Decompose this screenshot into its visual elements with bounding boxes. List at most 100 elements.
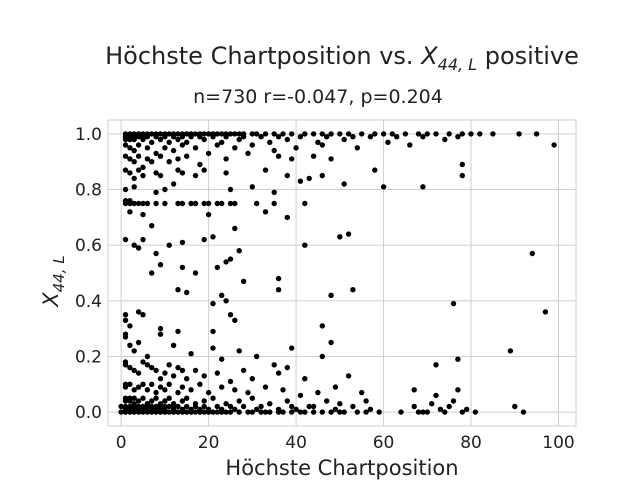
scatter-point	[345, 373, 352, 379]
scatter-point	[135, 200, 142, 207]
scatter-point	[289, 345, 295, 351]
scatter-point	[372, 131, 378, 137]
scatter-point	[223, 170, 229, 176]
scatter-point	[179, 134, 186, 140]
scatter-point	[179, 239, 186, 246]
y-tick-label: 0.6	[75, 236, 102, 256]
scatter-point	[127, 198, 133, 204]
scatter-point	[267, 401, 273, 407]
scatter-point	[372, 167, 378, 173]
scatter-point	[210, 234, 216, 240]
scatter-point	[363, 398, 369, 404]
scatter-point	[214, 142, 220, 148]
scatter-point	[284, 172, 290, 179]
scatter-point	[341, 409, 347, 415]
scatter-point	[258, 403, 264, 410]
scatter-point	[131, 387, 137, 393]
scatter-point	[175, 131, 181, 137]
scatter-point	[459, 161, 465, 168]
scatter-point	[411, 387, 417, 393]
scatter-point	[144, 387, 151, 393]
scatter-point	[197, 134, 203, 140]
scatter-point	[223, 134, 229, 140]
scatter-point	[166, 381, 172, 387]
scatter-point	[140, 395, 146, 401]
scatter-point	[214, 131, 220, 137]
scatter-point	[184, 403, 190, 410]
scatter-point	[328, 409, 334, 415]
scatter-point	[280, 409, 286, 415]
scatter-point	[135, 339, 142, 346]
scatter-point	[297, 409, 304, 415]
scatter-point	[122, 236, 129, 243]
scatter-point	[184, 395, 190, 401]
scatter-point	[192, 270, 199, 276]
scatter-point	[122, 331, 129, 337]
scatter-point	[153, 395, 159, 401]
scatter-point	[175, 403, 181, 410]
scatter-point	[131, 409, 137, 415]
scatter-point	[197, 409, 203, 415]
scatter-point	[140, 136, 146, 143]
scatter-point	[140, 409, 146, 415]
scatter-point	[407, 142, 413, 148]
scatter-point	[446, 131, 452, 137]
scatter-point	[122, 409, 129, 415]
scatter-point	[516, 131, 522, 137]
scatter-point	[236, 348, 242, 354]
scatter-point	[166, 403, 172, 410]
scatter-point	[227, 312, 234, 318]
scatter-point	[223, 298, 229, 304]
scatter-point	[219, 356, 225, 362]
scatter-point	[293, 406, 299, 412]
scatter-point	[245, 409, 251, 415]
scatter-point	[192, 367, 199, 374]
scatter-point	[135, 142, 142, 148]
scatter-point	[201, 167, 207, 173]
scatter-point	[184, 376, 190, 382]
scatter-point	[232, 131, 238, 137]
scatter-point	[271, 362, 277, 368]
scatter-point	[135, 409, 142, 415]
scatter-point	[205, 389, 212, 396]
scatter-point	[157, 136, 164, 143]
scatter-point	[455, 387, 461, 393]
scatter-point	[240, 403, 247, 410]
scatter-point	[328, 292, 334, 298]
scatter-point	[131, 159, 137, 165]
scatter-point	[188, 409, 194, 415]
scatter-point	[332, 406, 339, 412]
scatter-point	[324, 134, 330, 140]
scatter-point	[179, 367, 186, 374]
scatter-point	[380, 131, 387, 137]
scatter-point	[254, 200, 260, 207]
scatter-point	[214, 264, 220, 271]
scatter-point	[345, 231, 352, 237]
scatter-point	[271, 200, 277, 207]
scatter-point	[258, 409, 264, 415]
scatter-point	[127, 170, 133, 176]
scatter-point	[149, 139, 155, 145]
scatter-point	[157, 131, 164, 137]
scatter-point	[249, 409, 255, 415]
scatter-point	[223, 409, 229, 415]
data-points	[118, 131, 557, 415]
scatter-point	[219, 200, 225, 207]
scatter-point	[157, 172, 164, 179]
scatter-point	[127, 209, 133, 215]
scatter-point	[201, 136, 207, 143]
scatter-point	[280, 131, 286, 137]
scatter-point	[450, 300, 457, 307]
scatter-point	[135, 167, 142, 173]
scatter-point	[184, 139, 190, 145]
scatter-point	[153, 250, 159, 257]
scatter-point	[232, 145, 238, 151]
scatter-point	[227, 409, 234, 415]
scatter-point	[293, 145, 299, 151]
scatter-point	[468, 131, 474, 137]
scatter-point	[175, 409, 181, 415]
scatter-point	[122, 186, 129, 193]
scatter-point	[249, 376, 255, 382]
scatter-point	[162, 370, 168, 376]
scatter-point	[433, 131, 439, 137]
